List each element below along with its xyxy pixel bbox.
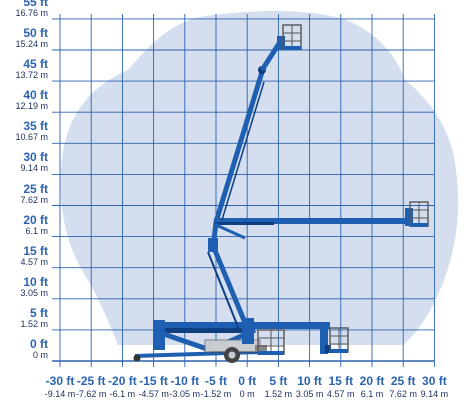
y-label-m: 13.72 m	[15, 70, 48, 81]
horizontal-boom	[213, 201, 429, 240]
y-label-m: 12.19 m	[15, 101, 48, 112]
y-label-ft: 25 ft	[23, 181, 48, 196]
x-label-ft: -25 ft	[76, 374, 106, 388]
x-label-m: 0 m	[239, 389, 255, 399]
y-label-m: 4.57 m	[20, 256, 48, 267]
x-label-ft: -20 ft	[108, 374, 137, 388]
y-label-ft: 40 ft	[23, 88, 48, 103]
vertical-boom	[213, 24, 302, 223]
y-label-ft: 45 ft	[23, 57, 48, 72]
y-label-ft: 15 ft	[23, 243, 48, 258]
x-label-m: -9.14 m	[44, 389, 76, 399]
x-label-ft: 0 ft	[238, 374, 257, 388]
y-label-ft: 20 ft	[23, 212, 48, 227]
x-label-m: 7.62 m	[389, 389, 417, 399]
x-label-m: -1.52 m	[200, 389, 232, 399]
x-label-m: 3.05 m	[295, 389, 324, 399]
x-label-m: 6.1 m	[360, 389, 384, 399]
x-label-m: 1.52 m	[264, 389, 293, 399]
y-label-m: 1.52 m	[20, 318, 48, 329]
x-label-ft: 20 ft	[359, 374, 385, 388]
x-label-m: -3.05 m	[169, 389, 201, 399]
x-label-ft: -15 ft	[139, 374, 168, 388]
y-label-ft: 55 ft	[23, 0, 48, 9]
y-label-m: 16.76 m	[15, 7, 48, 18]
x-label-ft: 25 ft	[390, 374, 416, 388]
x-label-ft: 5 ft	[269, 374, 288, 388]
x-label-m: -6.1 m	[109, 389, 136, 399]
y-label-m: 0 m	[32, 350, 48, 360]
y-label-m: 10.67 m	[15, 132, 48, 143]
y-label-m: 9.14 m	[20, 163, 48, 174]
x-label-ft: -10 ft	[170, 374, 200, 388]
x-label-m: -4.57 m	[138, 389, 169, 399]
x-label-m: -7.62 m	[75, 389, 107, 399]
y-label-ft: 50 ft	[23, 26, 48, 40]
y-label-ft: 5 ft	[30, 305, 48, 320]
x-label-ft: -30 ft	[45, 374, 75, 388]
x-label-m: 9.14 m	[420, 389, 449, 399]
x-label-m: 4.57 m	[327, 389, 355, 399]
y-label-ft: 30 ft	[23, 150, 48, 165]
boom-lift-illustration	[133, 24, 429, 363]
x-label-ft: -5 ft	[205, 374, 227, 388]
y-label-m: 7.62 m	[20, 194, 48, 205]
x-label-ft: 10 ft	[297, 374, 322, 388]
y-label-ft: 35 ft	[23, 119, 48, 134]
y-label-m: 15.24 m	[15, 39, 48, 49]
y-label-m: 6.1 m	[25, 225, 48, 236]
y-label-m: 3.05 m	[20, 287, 48, 298]
y-label-ft: 0 ft	[30, 337, 48, 351]
working-envelope	[60, 11, 459, 345]
y-label-ft: 10 ft	[23, 274, 48, 289]
x-label-ft: 15 ft	[328, 374, 354, 388]
x-label-ft: 30 ft	[422, 374, 447, 388]
